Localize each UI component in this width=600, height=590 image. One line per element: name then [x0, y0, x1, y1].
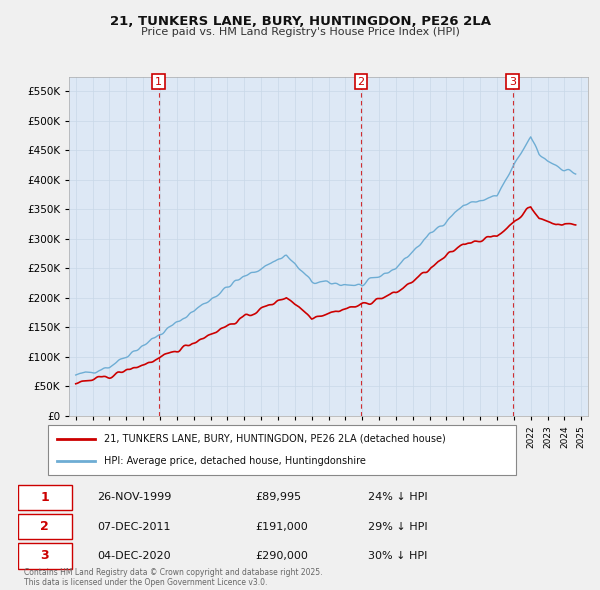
- Text: £290,000: £290,000: [255, 551, 308, 561]
- Text: Contains HM Land Registry data © Crown copyright and database right 2025.
This d: Contains HM Land Registry data © Crown c…: [24, 568, 323, 587]
- Text: 21, TUNKERS LANE, BURY, HUNTINGDON, PE26 2LA (detached house): 21, TUNKERS LANE, BURY, HUNTINGDON, PE26…: [104, 434, 446, 444]
- FancyBboxPatch shape: [48, 425, 516, 475]
- Text: 3: 3: [40, 549, 49, 562]
- Text: Price paid vs. HM Land Registry's House Price Index (HPI): Price paid vs. HM Land Registry's House …: [140, 27, 460, 37]
- Text: 24% ↓ HPI: 24% ↓ HPI: [368, 492, 427, 502]
- Text: 2: 2: [40, 520, 49, 533]
- Text: 2: 2: [357, 77, 364, 87]
- Text: HPI: Average price, detached house, Huntingdonshire: HPI: Average price, detached house, Hunt…: [104, 456, 366, 466]
- Text: 30% ↓ HPI: 30% ↓ HPI: [368, 551, 427, 561]
- FancyBboxPatch shape: [18, 484, 71, 510]
- Text: 04-DEC-2020: 04-DEC-2020: [97, 551, 170, 561]
- Text: 26-NOV-1999: 26-NOV-1999: [97, 492, 172, 502]
- FancyBboxPatch shape: [18, 543, 71, 569]
- Text: £89,995: £89,995: [255, 492, 301, 502]
- Text: 21, TUNKERS LANE, BURY, HUNTINGDON, PE26 2LA: 21, TUNKERS LANE, BURY, HUNTINGDON, PE26…: [110, 15, 491, 28]
- Text: 1: 1: [40, 491, 49, 504]
- FancyBboxPatch shape: [18, 514, 71, 539]
- Text: 07-DEC-2011: 07-DEC-2011: [97, 522, 170, 532]
- Text: 1: 1: [155, 77, 162, 87]
- Text: 29% ↓ HPI: 29% ↓ HPI: [368, 522, 427, 532]
- Text: £191,000: £191,000: [255, 522, 308, 532]
- Text: 3: 3: [509, 77, 516, 87]
